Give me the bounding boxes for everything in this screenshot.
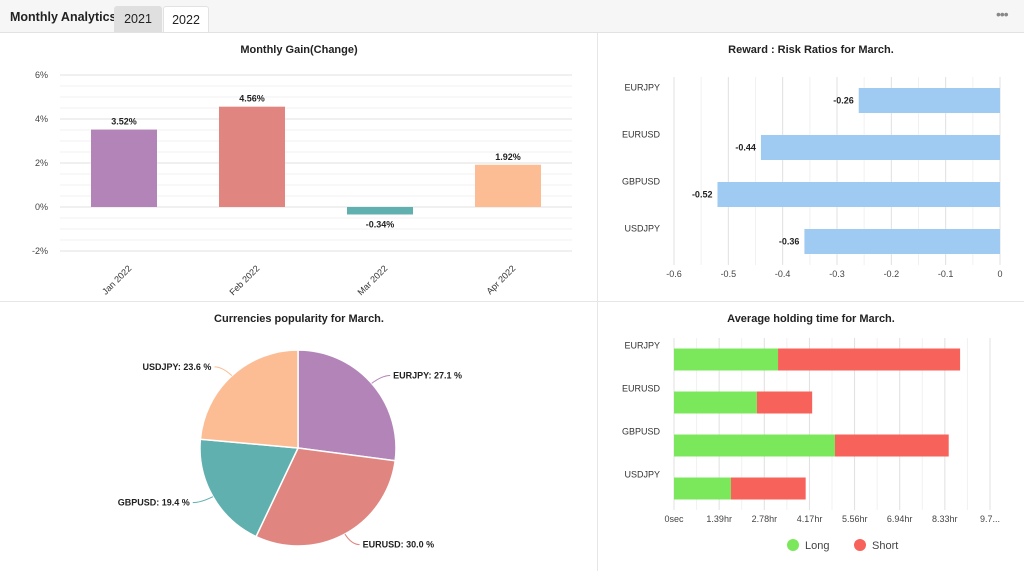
bar	[347, 207, 413, 215]
bar-segment-short	[756, 391, 813, 414]
bar	[760, 135, 1000, 160]
y-tick-label: GBPUSD	[622, 177, 661, 187]
tab-2021[interactable]: 2021	[114, 6, 162, 32]
x-tick-label: -0.5	[721, 269, 737, 279]
bar-segment-long	[674, 391, 757, 414]
top-bar: Monthly Analytics 2021 2022 •••	[0, 0, 1024, 33]
y-tick-label: EURJPY	[624, 341, 660, 351]
pie-slice	[199, 349, 299, 449]
tab-2022[interactable]: 2022	[163, 6, 209, 32]
monthly-gain-chart: Monthly Gain(Change) 6% 4% 2% 0% -2% 3.52% 4.…	[32, 44, 572, 297]
holding-time-panel: Average holding time for March. 0sec 1.39…	[598, 302, 1024, 571]
leader-line	[371, 374, 391, 384]
slice-label: USDJPY: 23.6 %	[143, 362, 212, 372]
data-label: 4.56%	[239, 94, 265, 104]
data-label: 3.52%	[111, 117, 137, 127]
x-tick-label: 0	[997, 269, 1002, 279]
y-tick-label: 2%	[35, 158, 48, 168]
data-label: 1.92%	[495, 152, 521, 162]
bar-segment-long	[674, 434, 835, 457]
bar-segment-short	[778, 348, 961, 371]
x-tick-label: 1.39hr	[706, 514, 732, 524]
x-tick-label: -0.2	[884, 269, 900, 279]
bar	[858, 88, 1000, 113]
pie-slice	[297, 349, 397, 462]
legend-marker	[787, 539, 799, 551]
x-tick-label: 5.56hr	[842, 514, 868, 524]
y-tick-label: USDJPY	[624, 224, 660, 234]
x-tick-label: -0.3	[829, 269, 845, 279]
chart-title: Currencies popularity for March.	[214, 313, 384, 325]
bar-segment-short	[730, 477, 806, 500]
reward-risk-panel: Reward : Risk Ratios for March. -0.6 -0.5…	[598, 33, 1024, 302]
ellipsis-icon[interactable]: •••	[996, 6, 1009, 22]
x-tick-label: 0sec	[664, 514, 684, 524]
x-tick-label: 2.78hr	[752, 514, 778, 524]
bar	[475, 164, 541, 207]
bar	[91, 129, 157, 207]
pie-slice	[255, 447, 397, 547]
data-label: -0.26	[833, 96, 854, 106]
data-label: -0.34%	[366, 219, 395, 229]
reward-risk-chart: Reward : Risk Ratios for March. -0.6 -0.5…	[622, 44, 1003, 279]
app-title: Monthly Analytics	[10, 10, 117, 24]
x-tick-label: Jan 2022	[100, 263, 133, 296]
legend-label: Short	[872, 540, 898, 552]
y-tick-label: 6%	[35, 70, 48, 80]
legend-marker	[854, 539, 866, 551]
y-tick-label: 0%	[35, 202, 48, 212]
chart-title: Reward : Risk Ratios for March.	[728, 44, 894, 56]
x-tick-label: 8.33hr	[932, 514, 958, 524]
bar	[717, 182, 1000, 207]
data-label: -0.44	[735, 143, 756, 153]
x-tick-label: -0.4	[775, 269, 791, 279]
holding-time-chart: Average holding time for March. 0sec 1.39…	[622, 313, 1000, 552]
y-tick-label: EURUSD	[622, 130, 661, 140]
monthly-gain-panel: Monthly Gain(Change) 6% 4% 2% 0% -2% 3.52% 4.…	[0, 33, 598, 302]
y-tick-label: USDJPY	[624, 470, 660, 480]
y-tick-label: EURUSD	[622, 384, 661, 394]
x-tick-label: Feb 2022	[227, 263, 261, 297]
chart-title: Monthly Gain(Change)	[240, 44, 358, 56]
bar	[219, 106, 285, 207]
legend-label: Long	[805, 540, 829, 552]
data-label: -0.36	[779, 237, 800, 247]
slice-label: EURJPY: 27.1 %	[393, 370, 462, 380]
y-tick-label: EURJPY	[624, 83, 660, 93]
data-label: -0.52	[692, 190, 713, 200]
y-tick-label: 4%	[35, 114, 48, 124]
x-tick-label: Apr 2022	[485, 263, 518, 296]
bar-segment-long	[674, 348, 779, 371]
bar	[804, 229, 1000, 254]
slice-label: GBPUSD: 19.4 %	[118, 498, 190, 508]
x-tick-label: Mar 2022	[355, 263, 389, 297]
pie-slice	[199, 438, 300, 538]
x-tick-label: 4.17hr	[797, 514, 823, 524]
leader-line	[214, 366, 233, 377]
x-tick-label: 6.94hr	[887, 514, 913, 524]
leader-line	[344, 533, 360, 546]
x-tick-label: -0.6	[666, 269, 682, 279]
leader-line	[192, 496, 214, 504]
currency-popularity-chart: Currencies popularity for March. EURJPY:…	[118, 313, 462, 550]
currency-popularity-panel: Currencies popularity for March. EURJPY:…	[0, 302, 598, 571]
chart-title: Average holding time for March.	[727, 313, 895, 325]
y-tick-label: GBPUSD	[622, 427, 661, 437]
x-tick-label: -0.1	[938, 269, 954, 279]
slice-label: EURUSD: 30.0 %	[363, 540, 435, 550]
bar-segment-long	[674, 477, 731, 500]
x-tick-label: 9.7...	[980, 514, 1000, 524]
y-tick-label: -2%	[32, 246, 48, 256]
bar-segment-short	[834, 434, 949, 457]
